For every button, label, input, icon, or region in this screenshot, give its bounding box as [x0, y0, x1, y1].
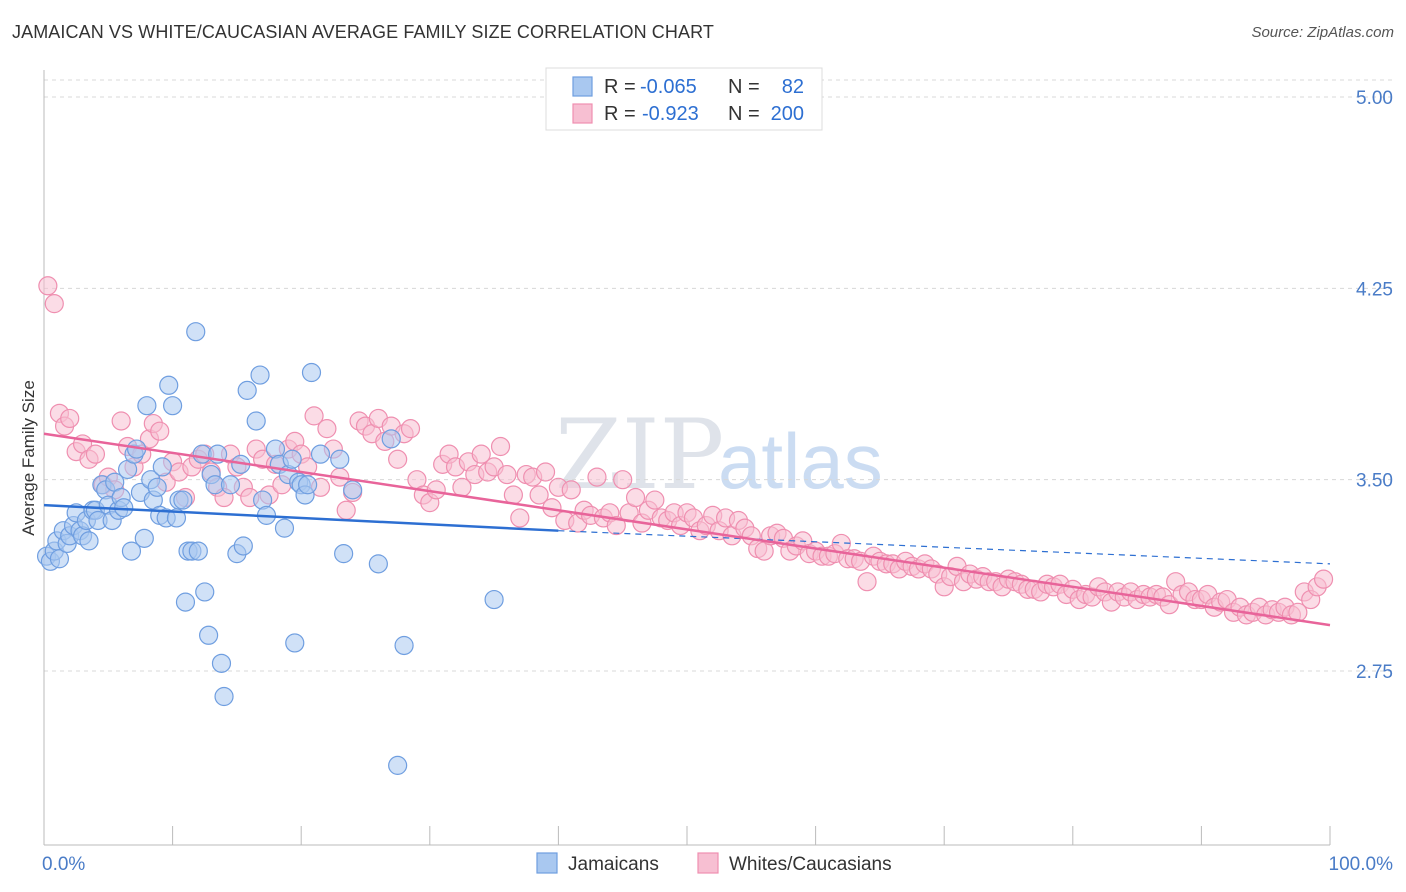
y-tick-label: 5.00	[1356, 88, 1393, 109]
jamaicans-point	[233, 536, 253, 556]
axes	[43, 70, 1331, 846]
whites-point	[497, 464, 517, 485]
legend-n-value-1: 82	[782, 76, 804, 98]
legend-swatch-whites	[572, 103, 593, 124]
jamaicans-trend-line	[43, 503, 559, 532]
jamaicans-point	[484, 589, 504, 610]
whites-trend-line	[43, 432, 1331, 627]
whites-point	[400, 419, 421, 439]
jamaicans-point	[368, 554, 388, 574]
bottom-legend-swatch-jamaicans	[536, 852, 558, 874]
jamaicans-point	[211, 653, 232, 673]
whites-point	[613, 470, 633, 490]
grid-lines	[44, 79, 1392, 672]
y-tick-label: 4.25	[1356, 279, 1393, 300]
whites-point	[44, 294, 64, 314]
jamaicans-point	[173, 490, 193, 510]
bottom-legend-swatch-whites	[697, 852, 719, 874]
x-tick-label-min: 0.0%	[42, 854, 85, 875]
jamaicans-point	[343, 480, 363, 500]
y-tick-label: 2.75	[1356, 662, 1393, 683]
legend-r-value-1: -0.065	[640, 76, 697, 98]
bottom-legend: Jamaicans Whites/Caucasians	[536, 852, 892, 875]
whites-point	[471, 444, 491, 464]
y-tick-labels: 5.00 4.25 3.50 2.75	[1356, 88, 1393, 683]
jamaicans-point	[134, 528, 154, 548]
whites-point	[490, 436, 511, 457]
whites-point	[503, 485, 523, 505]
whites-point	[857, 572, 877, 592]
whites-point	[38, 276, 58, 296]
jamaicans-point	[175, 592, 196, 612]
y-tick-label: 3.50	[1356, 471, 1393, 492]
jamaicans-point	[220, 475, 241, 495]
jamaicans-point	[330, 449, 350, 469]
jamaicans-point	[163, 396, 183, 416]
jamaicans-point	[301, 362, 322, 383]
watermark-atlas: atlas	[718, 417, 883, 505]
jamaicans-point	[298, 475, 318, 495]
jamaicans-trend-extension	[558, 530, 1331, 565]
jamaicans-point	[195, 582, 215, 602]
jamaicans-point	[274, 518, 295, 538]
bottom-legend-jamaicans: Jamaicans	[568, 854, 659, 875]
whites-point	[606, 515, 626, 536]
jamaicans-point	[79, 531, 99, 551]
legend-n-label-2: N =	[728, 103, 760, 125]
whites-point	[85, 444, 106, 464]
whites-point	[587, 467, 607, 487]
jamaicans-point	[310, 444, 331, 464]
whites-point	[561, 480, 581, 500]
whites-point	[645, 490, 665, 510]
whites-point	[529, 485, 549, 505]
whites-point	[60, 408, 80, 429]
whites-point	[317, 419, 337, 439]
jamaicans-point	[381, 429, 401, 449]
jamaicans-point	[282, 449, 302, 469]
jamaicans-point	[159, 375, 179, 395]
jamaicans-point	[147, 477, 167, 497]
whites-point	[304, 406, 324, 426]
jamaicans-point	[186, 322, 206, 342]
whites-point	[111, 411, 131, 431]
jamaicans-point	[394, 635, 414, 656]
jamaicans-point	[250, 365, 270, 385]
legend-n-label-1: N =	[728, 76, 760, 98]
whites-point	[535, 462, 556, 482]
legend: R = -0.065 N = 82 R = -0.923 N = 200	[545, 67, 823, 131]
jamaicans-point	[334, 544, 354, 564]
jamaicans-point	[199, 625, 219, 645]
whites-point	[426, 480, 446, 500]
source-label: Source: ZipAtlas.com	[1251, 24, 1394, 41]
jamaicans-point	[214, 686, 234, 707]
x-tick-label-max: 100.0%	[1329, 854, 1394, 875]
jamaicans-point	[237, 380, 257, 400]
legend-r-label-2: R =	[604, 103, 636, 125]
trend-lines	[43, 432, 1331, 627]
legend-r-label-1: R =	[604, 76, 636, 98]
jamaicans-point	[388, 755, 408, 775]
whites-point	[510, 508, 530, 528]
whites-point	[150, 421, 170, 441]
jamaicans-point	[152, 457, 172, 477]
jamaicans-point	[121, 541, 142, 561]
legend-swatch-jamaicans	[572, 76, 593, 97]
legend-r-value-2: -0.923	[642, 103, 699, 125]
whites-point	[625, 487, 646, 508]
whites-point	[388, 449, 408, 469]
jamaicans-point	[246, 411, 266, 431]
whites-point	[1313, 569, 1334, 589]
jamaicans-point	[285, 633, 305, 653]
jamaicans-point	[188, 541, 208, 561]
legend-n-value-2: 200	[771, 103, 804, 125]
bottom-legend-whites: Whites/Caucasians	[729, 854, 892, 875]
jamaicans-point	[137, 396, 157, 416]
jamaicans-point	[49, 549, 70, 569]
chart-title: JAMAICAN VS WHITE/CAUCASIAN AVERAGE FAMI…	[12, 22, 714, 42]
whites-point	[336, 500, 356, 520]
series-jamaicans	[36, 322, 504, 775]
y-axis-title: Average Family Size	[19, 380, 38, 536]
